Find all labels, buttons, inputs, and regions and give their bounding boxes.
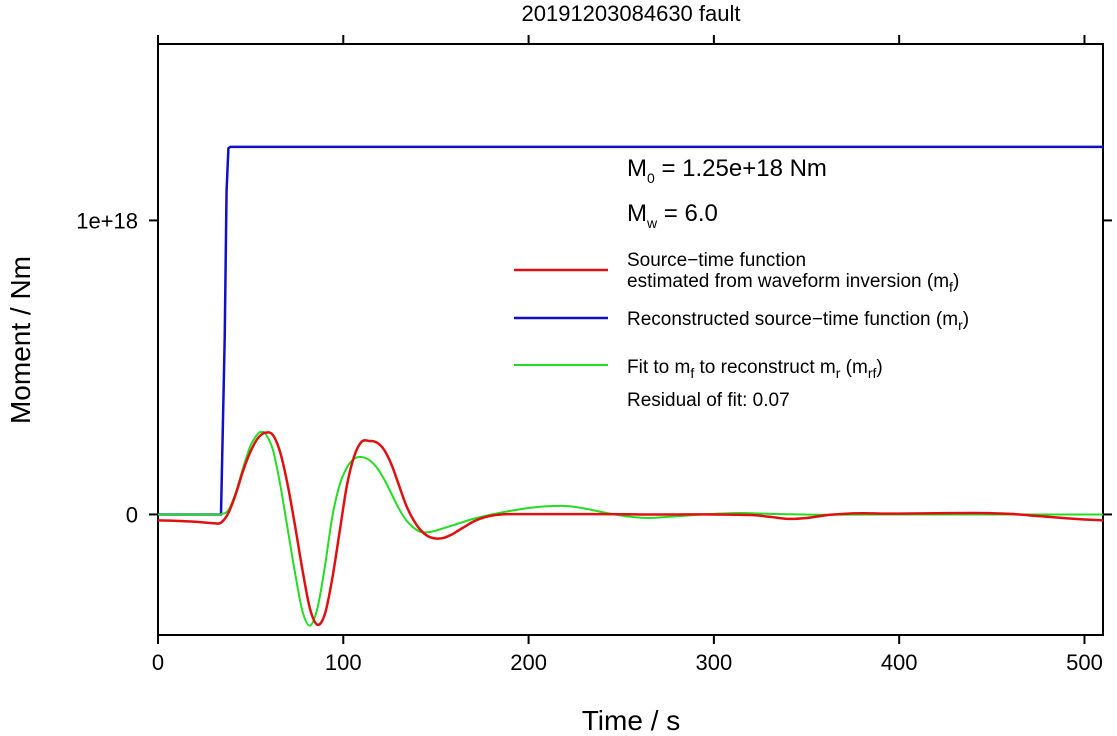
legend-inversion-text: estimated from waveform inversion (m <box>627 271 949 292</box>
x-tick-label: 100 <box>325 650 362 675</box>
axis-ticks: 0 100 200 300 400 500 0 1e+18 <box>76 35 1112 675</box>
residual-annotation: Residual of fit: 0.07 <box>627 390 790 411</box>
mw-main: M <box>627 200 647 227</box>
legend-reconstructed-sub: r <box>958 317 963 333</box>
legend-fit-sub-b: r <box>836 365 841 381</box>
legend-label-reconstructed: Reconstructed source−time function (mr) <box>627 309 969 333</box>
chart-title: 20191203084630 fault <box>522 1 741 26</box>
x-tick-label: 500 <box>1066 650 1103 675</box>
legend-fit-sub-a: f <box>690 365 694 381</box>
series-lines <box>157 145 1104 627</box>
x-axis-title: Time / s <box>582 705 681 736</box>
legend-inversion-tail: ) <box>953 271 959 292</box>
legend-fit-sub-c: rf <box>868 365 877 381</box>
m0-annotation: M0 = 1.25e+18 Nm <box>627 155 827 186</box>
legend-fit-text-a: Fit to m <box>627 357 690 378</box>
legend-inversion-sub: f <box>949 279 953 295</box>
m0-sub: 0 <box>647 170 655 186</box>
legend-fit-text-b: to reconstruct m <box>694 357 836 378</box>
legend-label-inversion-line1: Source−time function <box>627 250 806 271</box>
x-tick-label: 300 <box>696 650 733 675</box>
legend-reconstructed-text: Reconstructed source−time function (m <box>627 309 958 330</box>
legend: Source−time function estimated from wave… <box>514 250 969 411</box>
x-tick-label: 400 <box>881 650 918 675</box>
mw-annotation: Mw = 6.0 <box>627 200 718 231</box>
legend-label-fit: Fit to mf to reconstruct mr (mrf) <box>627 357 883 381</box>
mw-sub: w <box>646 215 658 231</box>
legend-fit-text-d: ) <box>876 357 882 378</box>
legend-fit-text-c: (m <box>840 357 867 378</box>
mw-rest: = 6.0 <box>657 200 718 227</box>
series-line-inversion <box>157 431 1104 627</box>
m0-main: M <box>627 155 647 182</box>
legend-reconstructed-tail: ) <box>963 309 969 330</box>
x-tick-label: 200 <box>510 650 547 675</box>
x-tick-label: 0 <box>152 650 164 675</box>
plot-frame <box>157 43 1104 636</box>
y-tick-label: 0 <box>126 502 138 527</box>
m0-rest: = 1.25e+18 Nm <box>655 155 827 182</box>
series-line-fit <box>157 430 1103 627</box>
y-axis-title: Moment / Nm <box>5 256 36 424</box>
y-tick-label: 1e+18 <box>76 208 138 233</box>
legend-label-inversion-line2: estimated from waveform inversion (mf) <box>627 271 959 295</box>
